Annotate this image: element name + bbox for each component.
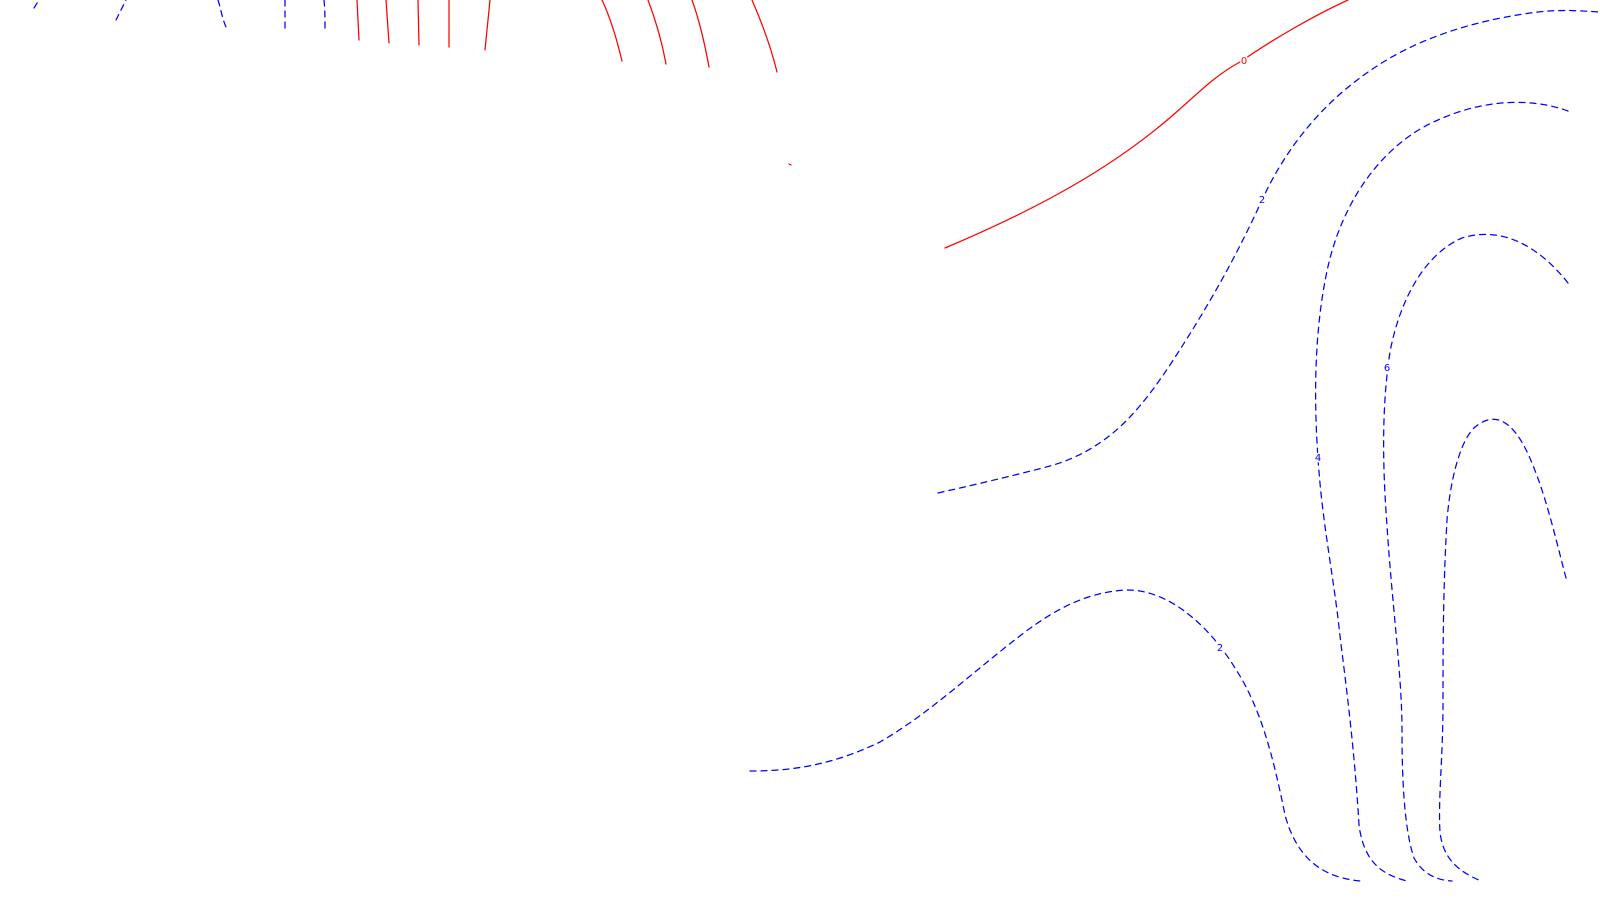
positive-contour-segment <box>115 0 127 21</box>
negative-contour-segment <box>417 0 420 46</box>
contour-label-2-lower: 2 <box>1217 643 1223 654</box>
positive-contour-4 <box>1314 101 1569 882</box>
negative-contour-segment <box>385 0 390 44</box>
negative-contour-segment <box>691 0 710 68</box>
contour-label-4: 4 <box>1315 453 1321 464</box>
contour-label-0: 0 <box>1241 56 1247 67</box>
negative-contour-segment <box>788 163 792 166</box>
negative-contour-segment <box>751 0 778 73</box>
positive-contour-segment <box>33 0 40 9</box>
negative-contour-segment <box>356 0 360 41</box>
positive-contour-6 <box>1383 233 1569 882</box>
positive-contour-lower-2 <box>749 589 1361 882</box>
positive-contour-upper-2 <box>937 9 1600 494</box>
contour-label-6: 6 <box>1384 363 1390 374</box>
negative-contour-segment <box>601 0 623 62</box>
negative-contour-segment <box>484 0 491 51</box>
contour-label-2-upper: 2 <box>1259 195 1265 206</box>
positive-contour-segment <box>217 0 227 28</box>
positive-contour-segment <box>323 0 326 29</box>
negative-contour-segment <box>647 0 667 65</box>
positive-contour-8 <box>1438 418 1567 882</box>
zero-contour-line <box>944 0 1349 249</box>
